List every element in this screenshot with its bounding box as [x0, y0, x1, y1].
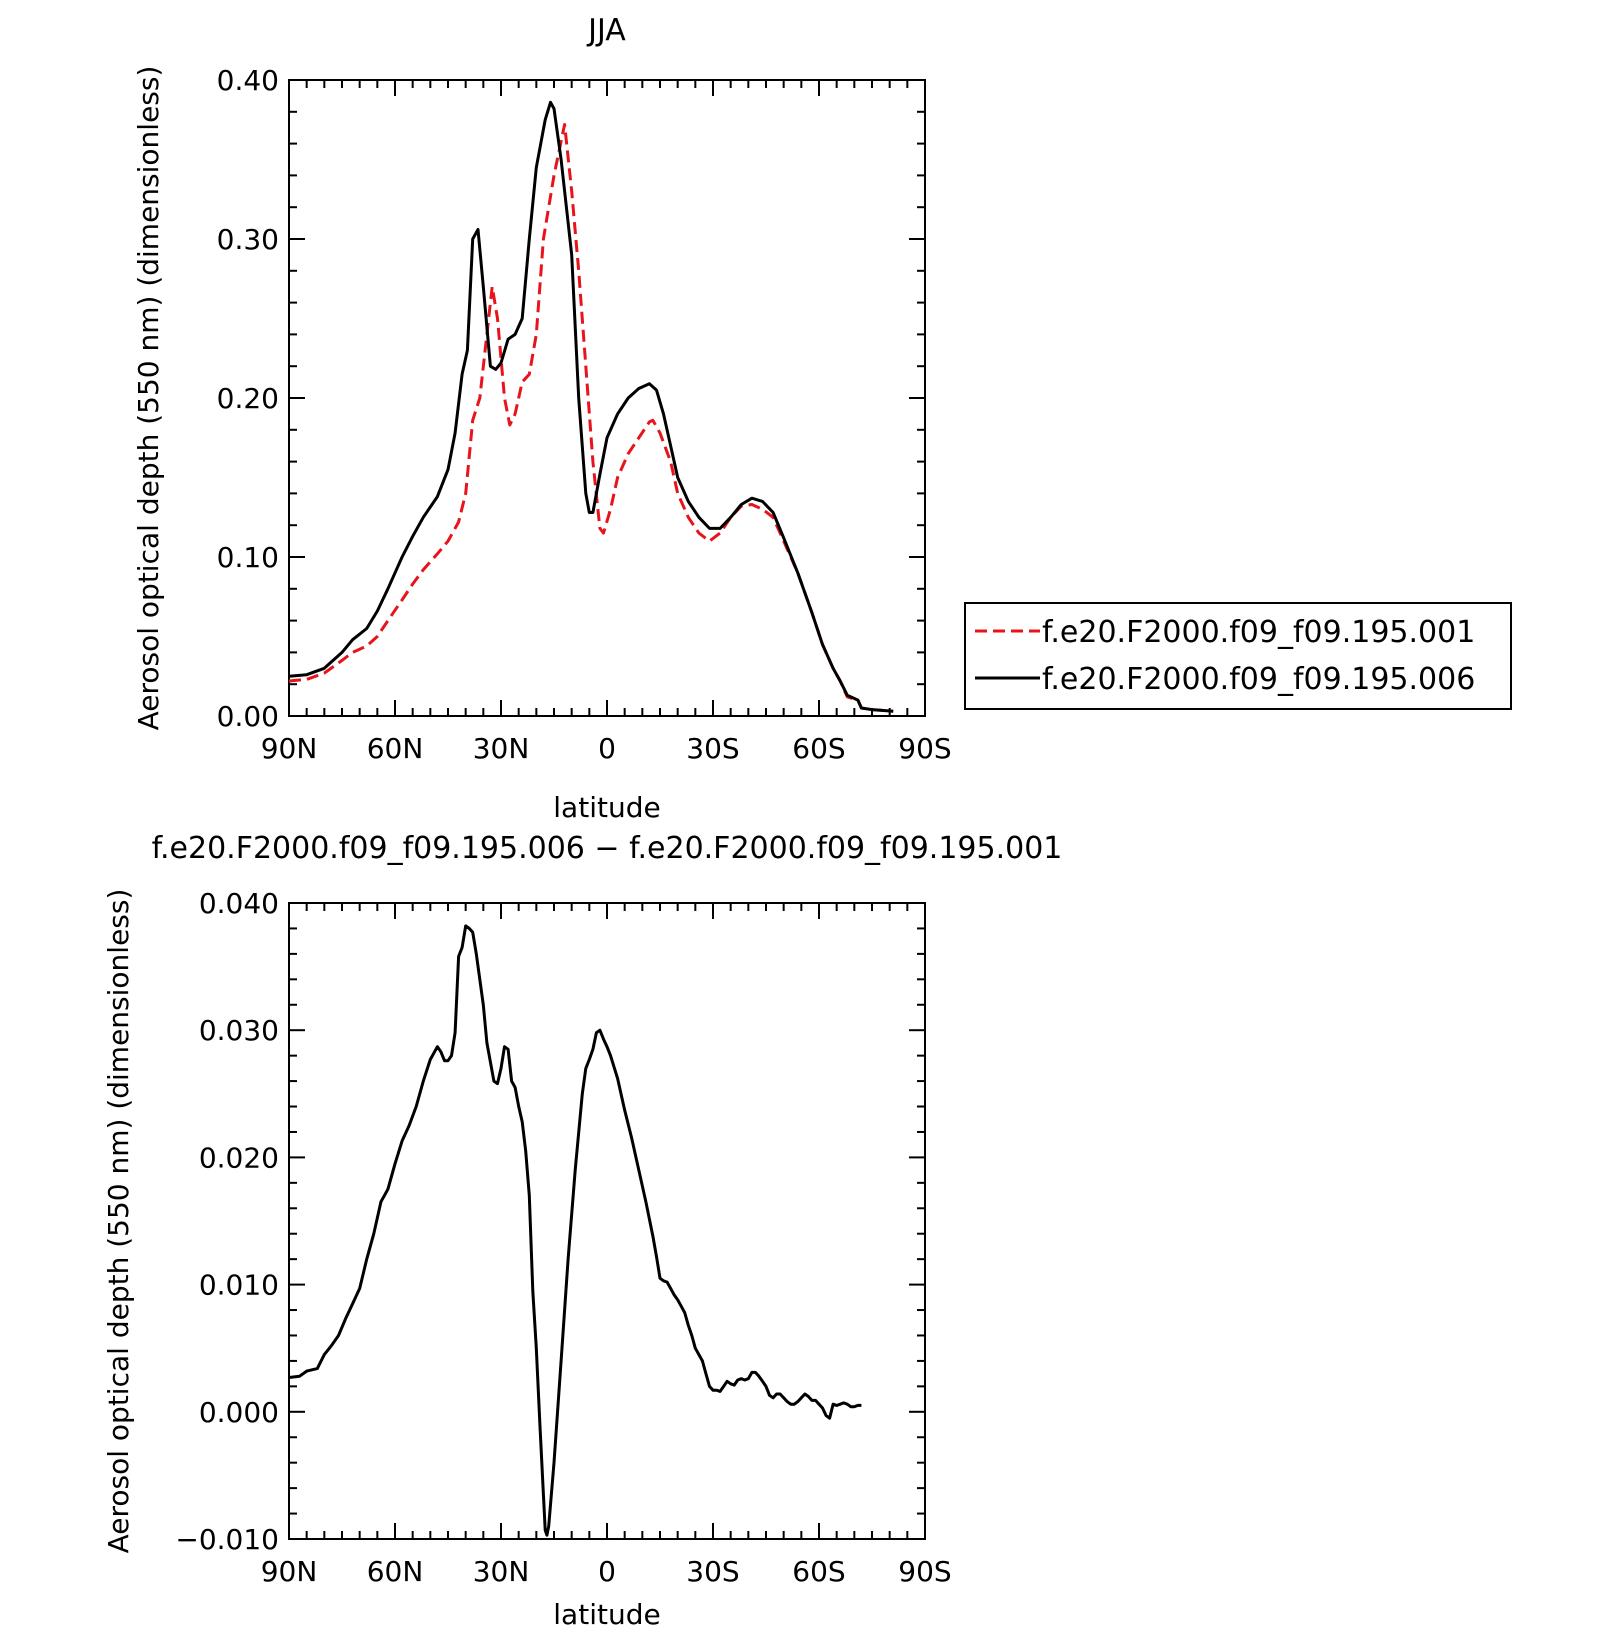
x-tick-label: 90S	[898, 732, 951, 765]
y-tick-label: −0.010	[175, 1523, 279, 1556]
y-tick-label: 0.020	[199, 1141, 279, 1174]
y-tick-label: 0.30	[217, 223, 279, 256]
x-tick-label: 60S	[792, 1555, 845, 1588]
x-tick-label: 90S	[898, 1555, 951, 1588]
y-tick-label: 0.00	[217, 700, 279, 733]
top-panel: JJA 90N 60N 30N 0 30S 60S 90S 0.00 0.10 0.20 0.30 0.…	[132, 13, 1512, 824]
x-tick-label: 90N	[261, 732, 318, 765]
y-tick-label: 0.10	[217, 541, 279, 574]
legend-label: f.e20.F2000.f09_f09.195.001	[1042, 615, 1475, 650]
chart-title: JJA	[586, 13, 626, 48]
y-axis-label: Aerosol optical depth (550 nm) (dimensio…	[132, 66, 165, 731]
y-tick-label: 0.40	[217, 64, 279, 97]
x-tick-label: 0	[598, 732, 616, 765]
y-tick-label: 0.010	[199, 1269, 279, 1302]
x-tick-label: 30S	[686, 1555, 739, 1588]
chart-title: f.e20.F2000.f09_f09.195.006 − f.e20.F200…	[152, 831, 1063, 866]
x-axis-label: latitude	[553, 791, 660, 824]
y-tick-label: 0.040	[199, 887, 279, 920]
x-tick-label: 90N	[261, 1555, 318, 1588]
legend-label: f.e20.F2000.f09_f09.195.006	[1042, 662, 1475, 697]
series-line-0	[288, 123, 894, 713]
x-axis-label: latitude	[553, 1598, 660, 1631]
y-tick-label: 0.20	[217, 382, 279, 415]
x-tick-label: 30N	[473, 1555, 530, 1588]
x-tick-label: 60N	[367, 732, 424, 765]
x-tick-label: 60S	[792, 732, 845, 765]
axis-ticks	[288, 902, 926, 1540]
x-tick-label: 0	[598, 1555, 616, 1588]
legend: f.e20.F2000.f09_f09.195.001 f.e20.F2000.f…	[964, 602, 1512, 710]
x-tick-label: 30S	[686, 732, 739, 765]
axis-ticks	[288, 79, 926, 717]
y-tick-label: 0.030	[199, 1014, 279, 1047]
bottom-panel: f.e20.F2000.f09_f09.195.006 − f.e20.F200…	[102, 831, 1062, 1631]
y-axis-label: Aerosol optical depth (550 nm) (dimensio…	[102, 889, 135, 1554]
x-tick-label: 30N	[473, 732, 530, 765]
plot-frame	[288, 902, 926, 1540]
x-tick-label: 60N	[367, 1555, 424, 1588]
series-line-1	[288, 100, 894, 713]
legend-box	[964, 602, 1512, 710]
plot-frame	[288, 79, 926, 717]
y-tick-label: 0.000	[199, 1396, 279, 1429]
series-line-0	[288, 924, 862, 1537]
